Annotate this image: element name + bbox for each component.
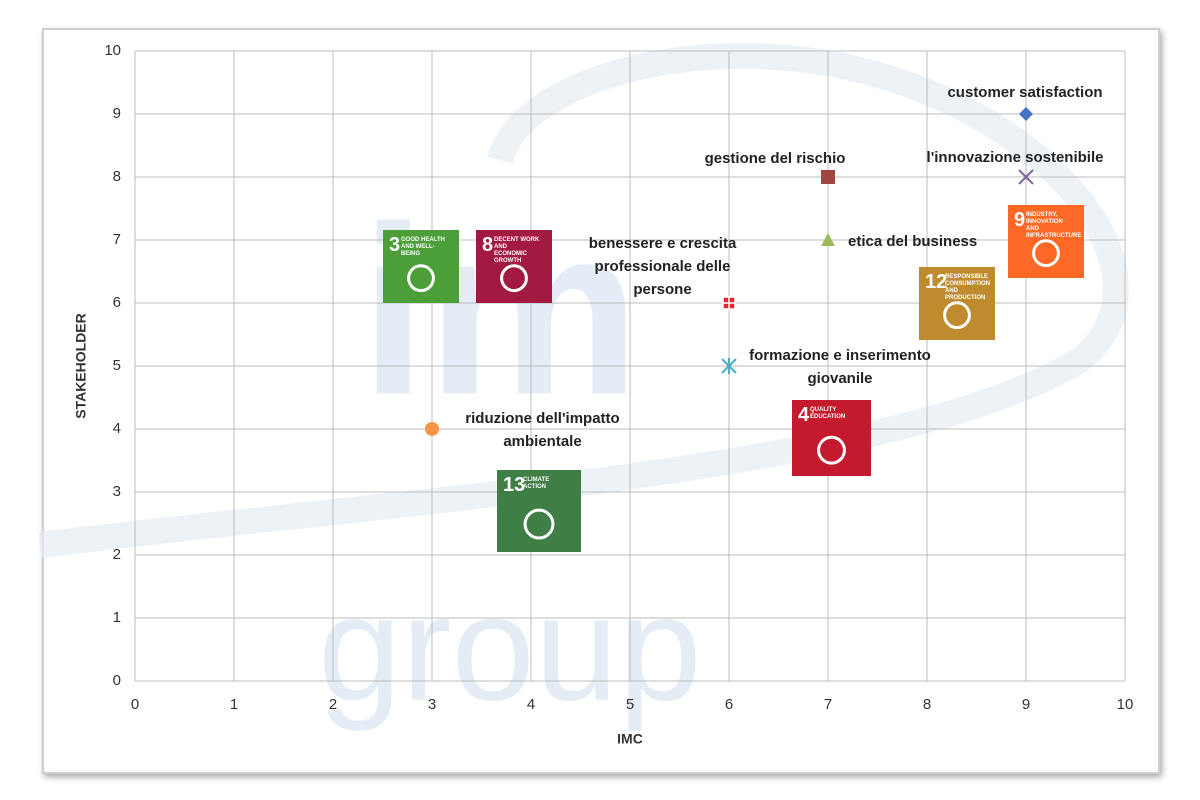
sdg-title: GOOD HEALTH AND WELL-BEING [401,237,445,257]
sdg-number: 9 [1014,209,1026,231]
marker [1019,107,1033,121]
x-tick-label: 10 [1117,696,1134,713]
sdg-glyph-shape [817,435,846,465]
sdg-number: 8 [482,234,494,256]
x-tick-label: 8 [923,696,931,713]
y-tick-label: 10 [104,42,121,59]
x-tick-label: 7 [824,696,832,713]
y-tick-label: 5 [113,357,121,374]
sdg-title: CLIMATE ACTION [523,477,550,490]
y-tick-label: 9 [113,105,121,122]
sdg-glyph [407,264,435,293]
marker [425,422,439,436]
sdg-icon: 4 QUALITY EDUCATION [792,400,871,476]
sdg-glyph-shape [523,508,555,540]
sdg-glyph [523,508,555,540]
sdg-glyph [1032,239,1060,268]
marker [722,296,736,310]
sdg-glyph [500,264,528,293]
y-tick-label: 2 [113,546,121,563]
sdg-number: 12 [925,271,948,293]
x-tick-label: 0 [131,696,139,713]
watermark-text: im [360,176,640,444]
y-tick-label: 3 [113,483,121,500]
sdg-icon: 9 INDUSTRY, INNOVATION AND INFRASTRUCTURE [1008,205,1084,278]
y-tick-label: 7 [113,231,121,248]
x-tick-label: 5 [626,696,634,713]
point-label: l'innovazione sostenibile [926,149,1104,166]
y-tick-label: 0 [113,672,121,689]
sdg-glyph-shape [500,264,528,293]
x-tick-label: 6 [725,696,733,713]
sdg-title: QUALITY EDUCATION [810,407,846,420]
sdg-glyph-shape [407,264,435,293]
sdg-title: INDUSTRY, INNOVATION AND INFRASTRUCTURE [1026,212,1082,239]
sdg-glyph-shape [943,301,971,330]
point-label: riduzione dell'impatto ambientale [465,410,620,450]
point-label: gestione del rischio [704,150,846,167]
sdg-glyph [943,301,971,330]
marker [821,170,835,184]
y-tick-label: 1 [113,609,121,626]
point-label: formazione e inserimento giovanile [749,347,931,387]
sdg-number: 13 [503,474,526,496]
marker [721,358,737,374]
x-tick-label: 4 [527,696,535,713]
y-tick-label: 6 [113,294,121,311]
y-tick-label: 4 [113,420,121,437]
sdg-icon: 3 GOOD HEALTH AND WELL-BEING [383,230,459,303]
y-tick-label: 8 [113,168,121,185]
sdg-number: 3 [389,234,401,256]
marker [1018,169,1034,185]
watermark-text: group [318,564,702,732]
sdg-glyph-shape [1032,239,1060,268]
x-tick-label: 2 [329,696,337,713]
y-axis-title: STAKEHOLDER [73,313,89,419]
marker [821,233,835,246]
sdg-icon: 12 RESPONSIBLE CONSUMPTION AND PRODUCTION [919,267,995,340]
sdg-number: 4 [798,404,810,426]
sdg-icon: 13 CLIMATE ACTION [497,470,581,552]
x-tick-label: 1 [230,696,238,713]
sdg-glyph [817,435,846,465]
sdg-icon: 8 DECENT WORK AND ECONOMIC GROWTH [476,230,552,303]
point-label: customer satisfaction [947,84,1103,101]
sdg-title: DECENT WORK AND ECONOMIC GROWTH [494,237,540,264]
x-tick-label: 3 [428,696,436,713]
point-label: etica del business [848,233,978,250]
x-axis-title: IMC [617,731,643,747]
x-tick-label: 9 [1022,696,1030,713]
sdg-title: RESPONSIBLE CONSUMPTION AND PRODUCTION [945,274,990,301]
watermark: im group [318,176,702,731]
point-label: benessere e crescita professionale delle… [588,235,737,298]
